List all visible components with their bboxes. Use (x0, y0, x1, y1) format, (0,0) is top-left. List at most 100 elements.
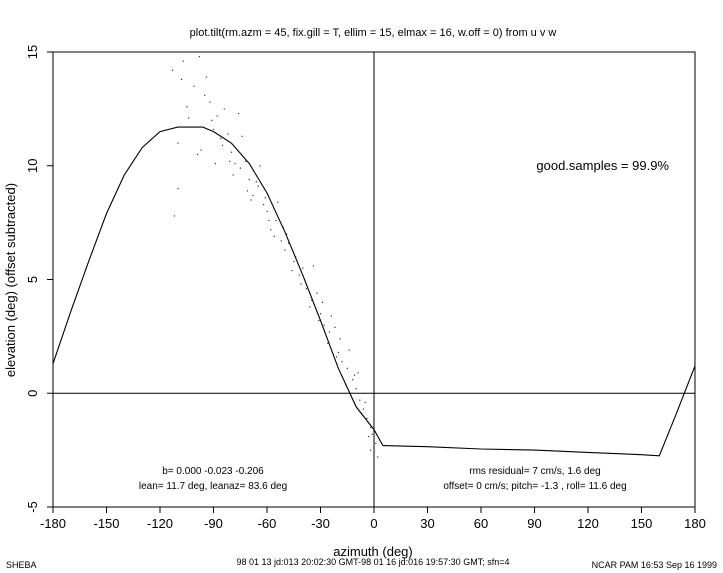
scatter-point (352, 379, 354, 381)
scatter-point (214, 162, 216, 165)
scatter-point (220, 137, 222, 140)
y-tick-label: -5 (25, 501, 40, 513)
scatter-point (369, 449, 372, 451)
scatter-point (270, 228, 272, 231)
scatter-point (287, 242, 290, 244)
scatter-point (357, 372, 359, 374)
scatter-point (277, 201, 279, 203)
scatter-point (198, 56, 200, 58)
scatter-point (318, 319, 320, 322)
x-tick-label: 30 (420, 516, 434, 531)
good-samples-label: good.samples = 99.9% (536, 158, 669, 173)
scatter-point (275, 219, 277, 222)
scatter-point (239, 167, 241, 169)
scatter-point (245, 160, 247, 162)
scatter-point (320, 313, 322, 315)
scatter-point (348, 349, 350, 351)
scatter-point (280, 240, 282, 242)
scatter-point (268, 219, 270, 222)
y-tick-label: 10 (25, 159, 40, 173)
y-tick-label: 15 (25, 45, 40, 59)
scatter-point (221, 144, 224, 146)
scatter-point (359, 399, 361, 401)
y-tick-label: 0 (25, 390, 40, 397)
scatter-point (173, 215, 175, 217)
scatter-point (334, 326, 336, 328)
scatter-point (323, 324, 325, 326)
rms-residual-label: rms residual= 7 cm/s, 1.6 deg (469, 466, 600, 477)
scatter-point (234, 162, 236, 165)
x-tick-label: 90 (527, 516, 541, 531)
footer-producer: NCAR PAM 16:53 Sep 16 1999 (592, 560, 717, 570)
scatter-point (293, 260, 295, 262)
offset-pitch-roll-label: offset= 0 cm/s; pitch= -1.3 , roll= 11.6… (443, 481, 626, 492)
scatter-point (371, 433, 373, 435)
scatter-point (302, 267, 304, 269)
x-tick-label: -150 (93, 516, 119, 531)
scatter-point (298, 274, 300, 276)
scatter-point (368, 435, 370, 438)
scatter-point (266, 210, 268, 212)
scatter-point (341, 360, 343, 363)
scatter-point (230, 151, 233, 153)
scatter-point (241, 135, 243, 137)
scatter-point (232, 174, 234, 176)
scatter-point (223, 108, 225, 110)
scatter-point (180, 78, 183, 80)
scatter-points (171, 56, 379, 458)
scatter-point (262, 203, 265, 206)
scatter-point (286, 233, 288, 235)
scatter-point (337, 351, 340, 353)
y-tick-label: 5 (25, 276, 40, 283)
scatter-point (177, 142, 179, 144)
scatter-point (209, 101, 211, 103)
x-tick-label: -180 (40, 516, 66, 531)
x-tick-label: 150 (631, 516, 653, 531)
scatter-point (196, 153, 199, 156)
scatter-point (305, 288, 307, 290)
fit-curve (52, 126, 696, 457)
scatter-point (309, 306, 311, 308)
scatter-point (273, 235, 275, 237)
footer-time-range: 98 01 13 jd:013 20:02:30 GMT-98 01 16 jd… (237, 557, 510, 567)
scatter-point (336, 356, 338, 358)
scatter-point (237, 112, 240, 115)
scatter-point (339, 338, 341, 340)
chart-title: plot.tilt(rm.azm = 45, fix.gill = T, ell… (190, 27, 557, 39)
scatter-point (200, 149, 202, 151)
scatter-point (316, 292, 318, 294)
scatter-point (171, 69, 174, 71)
scatter-point (264, 197, 266, 199)
scatter-point (321, 301, 323, 303)
scatter-point (257, 185, 259, 187)
x-tick-label: 0 (370, 516, 377, 531)
scatter-point (311, 299, 313, 301)
x-tick-label: -90 (204, 516, 223, 531)
scatter-point (366, 417, 368, 419)
scatter-point (255, 181, 257, 183)
y-axis-title: elevation (deg) (offset subtracted) (3, 183, 18, 377)
scatter-point (362, 408, 364, 410)
scatter-point (188, 117, 190, 119)
scatter-point (229, 160, 231, 162)
scatter-point (330, 315, 332, 317)
scatter-point (327, 342, 329, 344)
b-coefficients-label: b= 0.000 -0.023 -0.206 (162, 466, 264, 477)
scatter-point (328, 331, 331, 333)
scatter-point (205, 76, 208, 78)
footer-site: SHEBA (6, 560, 37, 570)
scatter-point (216, 115, 218, 117)
scatter-point (284, 249, 286, 251)
x-axis-title: azimuth (deg) (333, 544, 412, 559)
fit-line-1 (52, 126, 384, 446)
scatter-point (211, 119, 213, 121)
x-tick-label: 180 (684, 516, 706, 531)
x-tick-label: 60 (474, 516, 488, 531)
scatter-point (177, 188, 179, 190)
scatter-point (353, 374, 356, 376)
x-tick-label: -120 (147, 516, 173, 531)
scatter-point (227, 133, 229, 135)
x-tick-label: 120 (577, 516, 599, 531)
y-axis-ticks: -5 0 5 10 15 (25, 45, 53, 513)
scatter-point (377, 456, 379, 458)
